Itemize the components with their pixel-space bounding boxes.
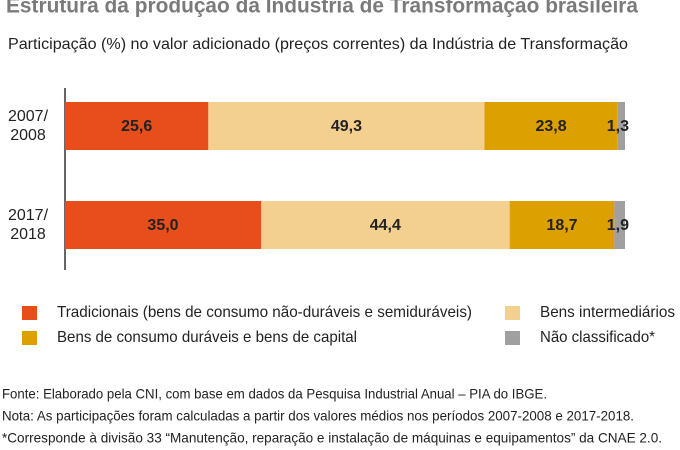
data-label: 1,3 [607, 118, 629, 135]
legend-swatch [505, 331, 520, 345]
footnote: Fonte: Elaborado pela CNI, com base em d… [2, 386, 547, 402]
data-label: 44,4 [370, 217, 401, 234]
legend-swatch [22, 331, 37, 345]
bar-segment [261, 201, 510, 249]
data-label: 35,0 [147, 217, 178, 234]
footnote: Nota: As participações foram calculadas … [2, 408, 634, 424]
y-tick-label: 2007/2008 [8, 108, 49, 144]
data-label: 25,6 [121, 118, 152, 135]
bar-segment [617, 102, 625, 150]
bar-segment [614, 201, 625, 249]
bar-segment [484, 102, 618, 150]
legend-swatch [505, 306, 520, 320]
legend-swatch [22, 306, 37, 320]
legend-label: Bens de consumo duráveis e bens de capit… [57, 329, 357, 346]
data-label: 1,9 [607, 217, 629, 234]
footnote: *Corresponde à divisão 33 “Manutenção, r… [2, 430, 662, 446]
bar-segment [65, 201, 261, 249]
data-label: 23,8 [536, 118, 567, 135]
bar-segment [509, 201, 615, 249]
bar-segment [65, 102, 209, 150]
y-tick-label: 2017/2018 [8, 207, 49, 243]
legend-label: Não classificado* [540, 329, 655, 346]
bar-segment [208, 102, 485, 150]
legend-label: Bens intermediários [540, 304, 675, 321]
chart-title: Estrutura da produção da Indústria de Tr… [6, 0, 638, 18]
chart-subtitle: Participação (%) no valor adicionado (pr… [8, 36, 628, 53]
data-label: 18,7 [546, 217, 577, 234]
data-label: 49,3 [331, 118, 362, 135]
legend-label: Tradicionais (bens de consumo não-duráve… [57, 304, 472, 321]
